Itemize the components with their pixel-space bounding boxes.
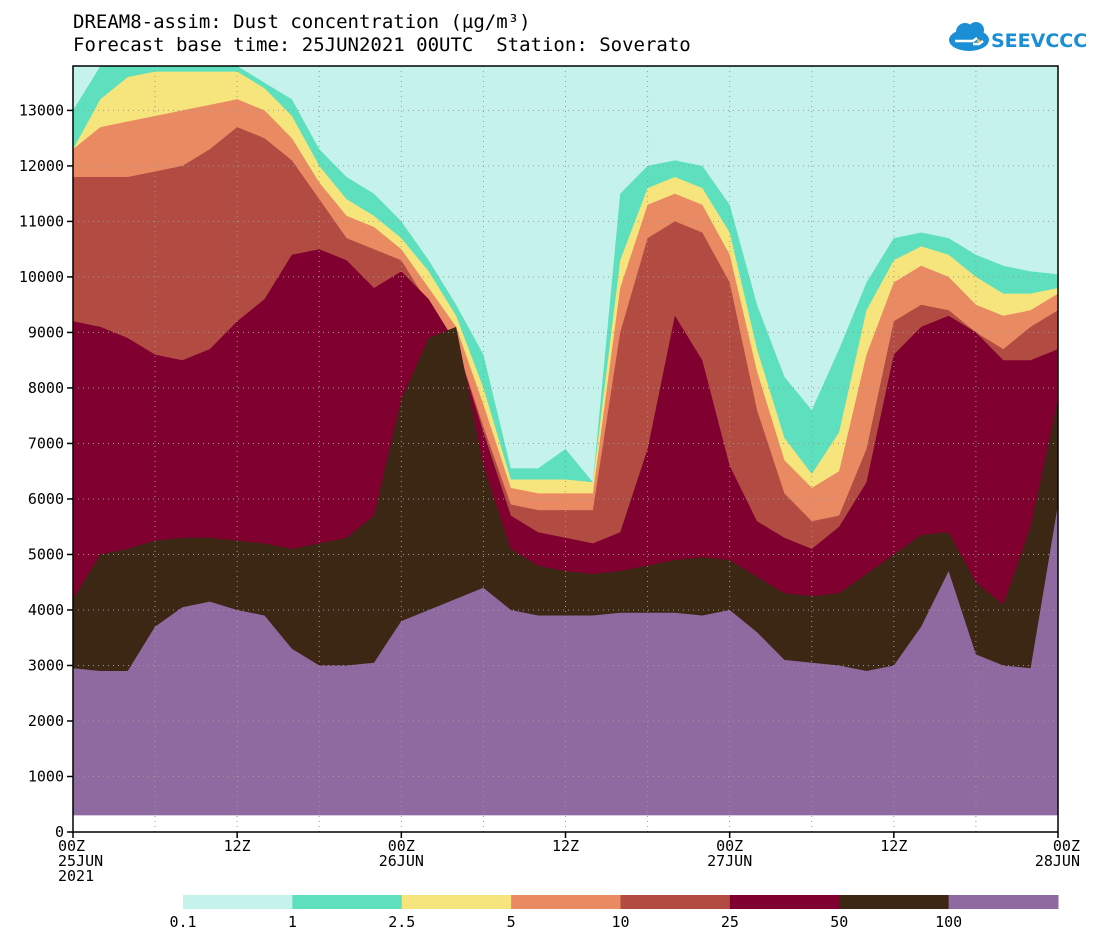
legend-swatch xyxy=(729,895,840,909)
legend-label: 100 xyxy=(935,913,962,931)
y-tick-label: 1000 xyxy=(28,767,64,785)
legend-label: 25 xyxy=(721,913,739,931)
y-tick-label: 8000 xyxy=(28,379,64,397)
legend-swatch xyxy=(401,895,512,909)
layer-100 xyxy=(73,504,1058,832)
legend-swatch xyxy=(292,895,403,909)
legend-swatch xyxy=(620,895,731,909)
legend-label: 5 xyxy=(507,913,516,931)
x-tick-label: 26JUN xyxy=(379,852,424,870)
y-tick-label: 10000 xyxy=(19,268,64,286)
y-tick-label: 5000 xyxy=(28,545,64,563)
y-tick-label: 4000 xyxy=(28,601,64,619)
seevccc-logo: SEEVCCC xyxy=(949,22,1087,52)
y-tick-label: 2000 xyxy=(28,712,64,730)
y-tick-label: 6000 xyxy=(28,490,64,508)
x-tick-label: 2021 xyxy=(58,867,94,885)
legend-label: 2.5 xyxy=(388,913,415,931)
x-tick-label: 00Z xyxy=(388,837,415,855)
x-tick-label: 12Z xyxy=(552,837,579,855)
y-axis: 0 1000 2000 3000 4000 5000 6000 7000 8000 9000 100… xyxy=(19,101,73,841)
y-tick-label: 0 xyxy=(55,823,64,841)
x-tick-label: 12Z xyxy=(224,837,251,855)
legend-label: 0.1 xyxy=(169,913,196,931)
legend-label: 10 xyxy=(611,913,629,931)
grid-lines xyxy=(73,66,1058,832)
x-tick-label: 25JUN xyxy=(58,852,103,870)
legend-swatch xyxy=(839,895,950,909)
y-tick-label: 3000 xyxy=(28,656,64,674)
y-tick-label: 12000 xyxy=(19,157,64,175)
legend-swatch xyxy=(183,895,293,909)
legend-label: 1 xyxy=(288,913,297,931)
x-tick-label: 28JUN xyxy=(1035,852,1080,870)
x-tick-label: 27JUN xyxy=(707,852,752,870)
chart-subtitle: Forecast base time: 25JUN2021 00UTC Stat… xyxy=(73,34,691,56)
legend-swatch xyxy=(948,895,1059,909)
y-tick-label: 9000 xyxy=(28,323,64,341)
ground-surface xyxy=(73,815,1058,832)
ground-strip xyxy=(73,815,1058,832)
concentration-layers xyxy=(73,66,1058,833)
legend: 0.1 1 2.5 5 10 25 50 100 xyxy=(169,895,1059,931)
logo-text: SEEVCCC xyxy=(991,30,1087,52)
x-tick-label: 00Z xyxy=(716,837,743,855)
cloud-icon xyxy=(949,22,989,51)
x-tick-label: 00Z xyxy=(1053,837,1080,855)
y-tick-label: 7000 xyxy=(28,434,64,452)
y-tick-label: 13000 xyxy=(19,101,64,119)
legend-swatch xyxy=(511,895,621,909)
x-tick-label: 12Z xyxy=(880,837,907,855)
x-tick-label: 00Z xyxy=(58,837,85,855)
chart-title: DREAM8-assim: Dust concentration (µg/m³) xyxy=(73,11,531,33)
legend-label: 50 xyxy=(830,913,848,931)
y-tick-label: 11000 xyxy=(19,212,64,230)
